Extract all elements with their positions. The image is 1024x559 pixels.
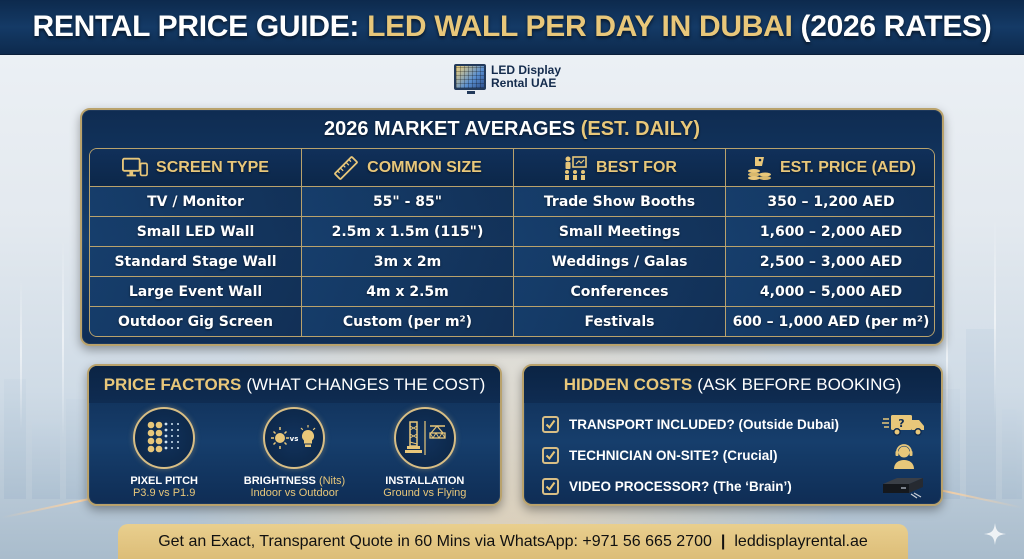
title-white: RENTAL PRICE GUIDE:	[32, 10, 360, 43]
delivery-truck-icon: ?	[882, 414, 924, 436]
led-monitor-icon	[454, 64, 486, 94]
hidden-costs-title: HIDDEN COSTS (ASK BEFORE BOOKING)	[524, 366, 941, 403]
table-cell-common-size: 4m x 2.5m	[302, 277, 514, 307]
cta-banner: Get an Exact, Transparent Quote in 60 Mi…	[118, 524, 908, 559]
table-cell-best-for: Conferences	[514, 277, 726, 307]
title-gold: LED WALL PER DAY IN DUBAI	[367, 10, 793, 43]
svg-text:vs: vs	[290, 435, 299, 443]
table-cell-price: 600 – 1,000 AED (per m²)	[726, 307, 934, 336]
price-factors-title: PRICE FACTORS (WHAT CHANGES THE COST)	[89, 366, 500, 403]
checklist-item-video-processor: VIDEO PROCESSOR? (The ‘Brain’)	[542, 471, 927, 502]
sun-vs-bulb-icon: vs	[271, 425, 316, 449]
table-cell-price: 4,000 – 5,000 AED	[726, 277, 934, 307]
table-cell-price: 1,600 – 2,000 AED	[726, 217, 934, 247]
factor-pixel-pitch: PIXEL PITCH P3.9 vs P1.9	[99, 407, 229, 499]
table-cell-best-for: Weddings / Galas	[514, 247, 726, 277]
checklist-item-technician: TECHNICIAN ON-SITE? (Crucial)	[542, 440, 927, 471]
column-header-est-price: EST. PRICE (AED)	[726, 149, 934, 187]
table-cell-common-size: Custom (per m²)	[302, 307, 514, 336]
cta-text: Get an Exact, Transparent Quote in 60 Mi…	[158, 532, 712, 550]
table-cell-common-size: 2.5m x 1.5m (115")	[302, 217, 514, 247]
table-cell-best-for: Festivals	[514, 307, 726, 336]
table-cell-common-size: 55" - 85"	[302, 187, 514, 217]
table-cell-price: 350 – 1,200 AED	[726, 187, 934, 217]
table-cell-screen-type: Standard Stage Wall	[90, 247, 302, 277]
sparkle-icon	[984, 523, 1006, 545]
city-skyline-left	[0, 239, 120, 499]
logo-line-1: LED Display	[491, 63, 562, 77]
market-averages-panel: 2026 MARKET AVERAGES (EST. DAILY) SCREEN…	[80, 108, 944, 346]
table-cell-price: 2,500 – 3,000 AED	[726, 247, 934, 277]
price-table: SCREEN TYPE COMMON SIZE BEST FOR	[89, 148, 935, 337]
header-banner: RENTAL PRICE GUIDE: LED WALL PER DAY IN …	[0, 0, 1024, 55]
headset-technician-icon	[894, 443, 914, 469]
column-header-best-for: BEST FOR	[514, 149, 726, 187]
title-suffix: (2026 RATES)	[800, 10, 992, 43]
logo-line-2: Rental UAE	[491, 76, 557, 90]
svg-text:?: ?	[898, 417, 904, 430]
page-title: RENTAL PRICE GUIDE: LED WALL PER DAY IN …	[33, 10, 992, 44]
ruler-icon	[334, 155, 358, 180]
pixel-grid-icon	[147, 421, 180, 453]
checkbox-checked-icon	[542, 416, 559, 433]
table-cell-screen-type: TV / Monitor	[90, 187, 302, 217]
presentation-audience-icon	[565, 155, 587, 180]
table-cell-screen-type: Small LED Wall	[90, 217, 302, 247]
video-processor-box-icon	[883, 477, 923, 498]
money-tag-coins-icon	[747, 156, 771, 180]
price-factors-panel: PRICE FACTORS (WHAT CHANGES THE COST)	[87, 364, 502, 506]
truss-rigging-icon	[404, 421, 446, 455]
table-cell-screen-type: Large Event Wall	[90, 277, 302, 307]
brand-logo: LED Display Rental UAE	[454, 63, 562, 94]
city-skyline-right	[904, 219, 1024, 499]
table-cell-best-for: Small Meetings	[514, 217, 726, 247]
website-link[interactable]: leddisplayrental.ae	[734, 532, 868, 550]
table-cell-common-size: 3m x 2m	[302, 247, 514, 277]
column-header-screen-type: SCREEN TYPE	[90, 149, 302, 187]
monitor-phone-icon	[122, 157, 148, 176]
table-cell-best-for: Trade Show Booths	[514, 187, 726, 217]
market-title: 2026 MARKET AVERAGES (EST. DAILY)	[323, 118, 700, 140]
cta-separator: |	[720, 532, 726, 550]
column-header-common-size: COMMON SIZE	[302, 149, 514, 187]
checklist-item-transport: TRANSPORT INCLUDED? (Outside Dubai) ?	[542, 409, 927, 440]
hidden-costs-panel: HIDDEN COSTS (ASK BEFORE BOOKING) TRANSP…	[522, 364, 943, 506]
table-cell-screen-type: Outdoor Gig Screen	[90, 307, 302, 336]
factor-installation: INSTALLATION Ground vs Flying	[360, 407, 490, 499]
checkbox-checked-icon	[542, 478, 559, 495]
checkbox-checked-icon	[542, 447, 559, 464]
factor-brightness: vs BRIGHTNESS (Nits) Indoor vs Outdoor	[229, 407, 359, 499]
